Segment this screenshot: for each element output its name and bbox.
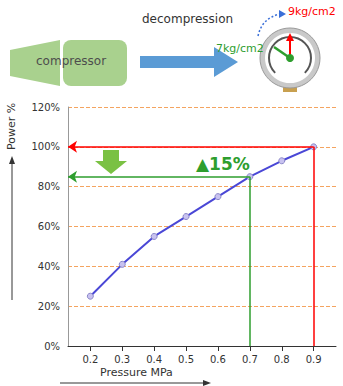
svg-text:Power %: Power %	[5, 103, 18, 150]
svg-text:0.5: 0.5	[178, 354, 194, 365]
svg-text:0.4: 0.4	[146, 354, 162, 365]
svg-text:0.2: 0.2	[82, 354, 98, 365]
svg-text:20%: 20%	[38, 301, 60, 312]
svg-text:0%: 0%	[44, 341, 60, 352]
svg-text:Pressure MPa: Pressure MPa	[100, 366, 173, 379]
svg-text:40%: 40%	[38, 261, 60, 272]
svg-text:80%: 80%	[38, 181, 60, 192]
svg-text:decompression: decompression	[142, 12, 233, 26]
svg-text:0.9: 0.9	[306, 354, 322, 365]
svg-text:0.3: 0.3	[114, 354, 130, 365]
svg-text:0.7: 0.7	[242, 354, 258, 365]
svg-text:0.6: 0.6	[210, 354, 226, 365]
svg-text:60%: 60%	[38, 221, 60, 232]
svg-text:7kg/cm2: 7kg/cm2	[216, 42, 264, 55]
svg-text:100%: 100%	[31, 141, 60, 152]
svg-text:9kg/cm2: 9kg/cm2	[288, 5, 336, 18]
svg-text:compressor: compressor	[36, 54, 106, 68]
svg-text:0.8: 0.8	[274, 354, 290, 365]
svg-text:▲15%: ▲15%	[196, 154, 250, 174]
svg-text:120%: 120%	[31, 102, 60, 113]
